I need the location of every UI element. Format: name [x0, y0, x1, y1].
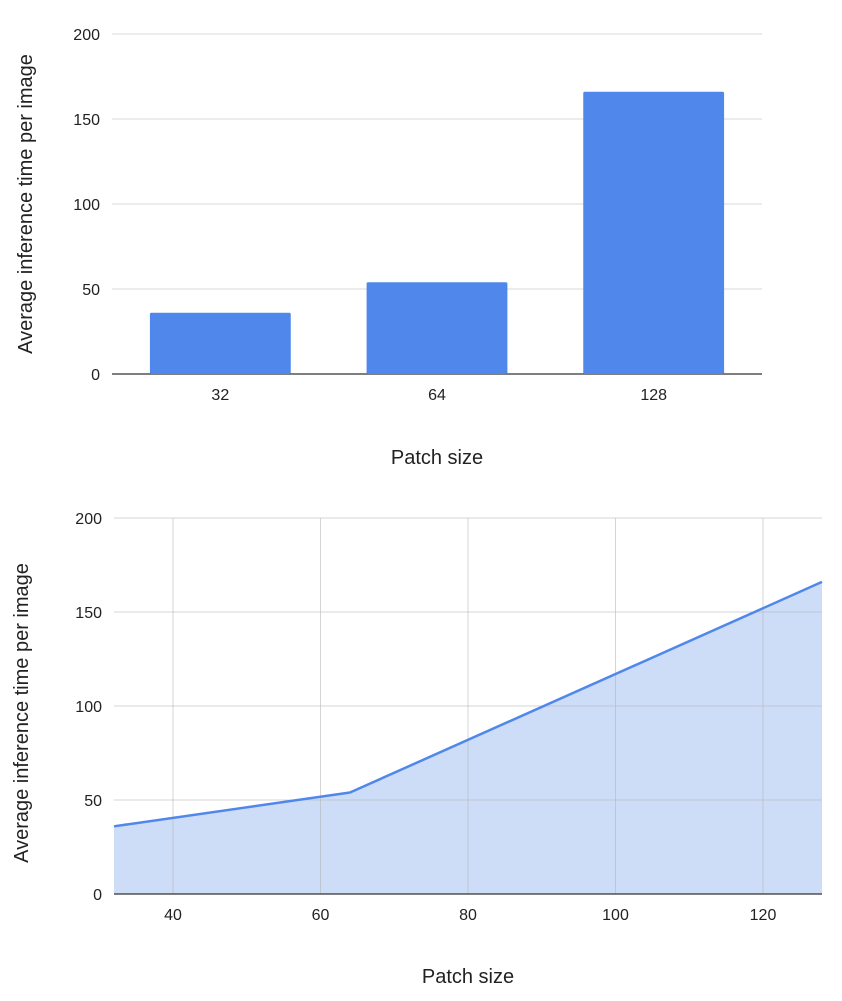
- bar-chart-y-axis-title: Average inference time per image: [15, 54, 37, 354]
- bar-chart-y-ticks: 0 50 100 150 200: [73, 27, 100, 384]
- area-chart-x-tick-label: 120: [750, 907, 777, 924]
- area-chart-x-tick-label: 60: [312, 907, 330, 924]
- bar-chart-x-ticks: 32 64 128: [211, 387, 667, 404]
- bar-chart-y-tick-label: 0: [91, 367, 100, 384]
- bar-chart-y-tick-label: 50: [82, 282, 100, 299]
- area-chart-x-ticks: 40 60 80 100 120: [164, 907, 776, 924]
- bar-chart-x-axis-title: Patch size: [391, 447, 483, 469]
- area-chart-y-tick-label: 150: [75, 605, 102, 622]
- area-chart-x-axis-title: Patch size: [422, 966, 514, 988]
- bar: [366, 282, 508, 374]
- area-chart-x-tick-label: 80: [459, 907, 477, 924]
- area-chart-series: [114, 581, 822, 894]
- bar-chart: 0 50 100 150 200 32 64 128 Patch size Average …: [15, 27, 762, 469]
- bar-chart-y-tick-label: 200: [73, 27, 100, 44]
- area-chart-y-tick-label: 0: [93, 887, 102, 904]
- area-chart-y-tick-label: 50: [84, 793, 102, 810]
- area-line: [113, 580, 823, 828]
- area-chart-x-tick-label: 100: [602, 907, 629, 924]
- bar-chart-y-tick-label: 100: [73, 197, 100, 214]
- bar: [149, 312, 291, 374]
- bar-chart-x-tick-label: 32: [211, 387, 229, 404]
- area-chart-y-axis-title: Average inference time per image: [11, 563, 33, 863]
- bar: [583, 91, 725, 375]
- bar-chart-x-tick-label: 128: [640, 387, 667, 404]
- bar-chart-y-tick-label: 150: [73, 112, 100, 129]
- bar-chart-bars: [149, 91, 725, 375]
- area-chart-y-tick-label: 100: [75, 699, 102, 716]
- area-chart-gridlines: [114, 517, 822, 894]
- bar-chart-x-tick-label: 64: [428, 387, 446, 404]
- area-chart-y-tick-label: 200: [75, 511, 102, 528]
- area-chart-y-ticks: 0 50 100 150 200: [75, 511, 102, 904]
- area-chart-x-tick-label: 40: [164, 907, 182, 924]
- area-chart: 0 50 100 150 200 40 60 80 100 120 Patch size Ave…: [11, 511, 823, 988]
- area-fill: [114, 581, 822, 894]
